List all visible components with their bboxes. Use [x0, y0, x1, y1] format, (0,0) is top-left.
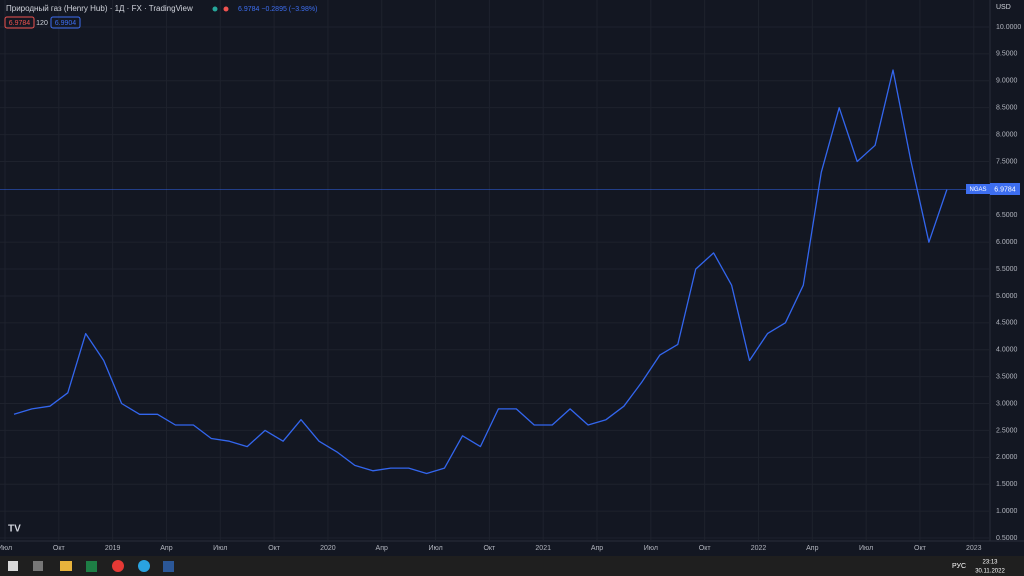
x-tick-label: Июл — [213, 545, 227, 552]
y-tick-label: 5.0000 — [996, 293, 1018, 300]
y-tick-label: 1.0000 — [996, 508, 1018, 515]
x-tick-label: Апр — [806, 545, 818, 552]
y-tick-label: 6.5000 — [996, 212, 1018, 219]
word-icon[interactable] — [163, 561, 174, 572]
sell-box[interactable] — [4, 16, 35, 29]
x-tick-label: Окт — [483, 545, 496, 552]
price-tag-text: 6.9784 — [994, 186, 1016, 193]
y-tick-label: 2.5000 — [996, 427, 1018, 434]
browser-icon[interactable] — [112, 560, 124, 572]
x-tick-label: 2019 — [105, 545, 121, 552]
y-tick-label: 8.0000 — [996, 131, 1018, 138]
clock-date[interactable]: 30.11.2022 — [975, 569, 1005, 575]
x-tick-label: Июл — [0, 545, 12, 552]
x-tick-label: Окт — [699, 545, 712, 552]
y-tick-label: 6.0000 — [996, 239, 1018, 246]
x-tick-label: Апр — [376, 545, 388, 552]
tv-logo: TV — [8, 524, 21, 535]
price-tag: NGAS 6.9784 — [966, 183, 1020, 195]
buy-price[interactable]: 6.9904 — [55, 20, 77, 27]
x-tick-label: 2023 — [966, 545, 982, 552]
symbol-title: Природный газ (Henry Hub) · 1Д · FX · Tr… — [6, 4, 193, 13]
x-tick-label: Июл — [644, 545, 658, 552]
y-tick-label: 5.5000 — [996, 266, 1018, 273]
price-change: 6.9784 −0.2895 (−3.98%) — [238, 6, 317, 13]
y-tick-label: 7.5000 — [996, 158, 1018, 165]
excel-icon[interactable] — [86, 561, 97, 572]
taskbar — [0, 556, 1024, 576]
x-tick-label: Июл — [428, 545, 442, 552]
telegram-icon[interactable] — [138, 560, 150, 572]
y-tick-label: 3.5000 — [996, 373, 1018, 380]
grid — [0, 0, 990, 541]
y-tick-label: 4.0000 — [996, 347, 1018, 354]
price-line — [13, 69, 948, 475]
y-tick-label: 8.5000 — [996, 105, 1018, 112]
spread: 120 — [36, 20, 48, 27]
task-icon[interactable] — [33, 561, 43, 571]
y-tick-label: 2.0000 — [996, 454, 1018, 461]
x-tick-label: Апр — [160, 545, 172, 552]
explorer-icon[interactable] — [60, 561, 72, 571]
y-tick-label: 0.5000 — [996, 535, 1018, 542]
clock-time[interactable]: 23:13 — [982, 560, 998, 566]
y-tick-label: 1.5000 — [996, 481, 1018, 488]
buy-box[interactable] — [50, 16, 81, 29]
x-tick-label: 2021 — [535, 545, 551, 552]
status-dot — [212, 6, 218, 12]
x-tick-label: Апр — [591, 545, 603, 552]
language[interactable]: РУС — [952, 563, 966, 570]
y-tick-label: 9.0000 — [996, 78, 1018, 85]
y-tick-label: 4.5000 — [996, 320, 1018, 327]
x-tick-label: Июл — [859, 545, 873, 552]
symbol-tag-bg — [966, 184, 990, 194]
symbol-tag: NGAS — [969, 187, 986, 193]
x-tick-label: 2022 — [751, 545, 767, 552]
x-tick-label: Окт — [268, 545, 281, 552]
x-tick-label: Окт — [53, 545, 66, 552]
y-tick-label: 3.0000 — [996, 400, 1018, 407]
x-tick-label: Окт — [914, 545, 927, 552]
currency[interactable]: USD — [996, 4, 1011, 11]
chart-bg — [0, 0, 1024, 556]
price-tag-bg — [990, 183, 1020, 195]
y-tick-label: 9.5000 — [996, 51, 1018, 58]
status-dot — [223, 6, 229, 12]
x-tick-label: 2020 — [320, 545, 336, 552]
plot — [0, 69, 990, 475]
y-tick-label: 10.0000 — [996, 24, 1021, 31]
start-button[interactable] — [8, 561, 18, 571]
sell-price[interactable]: 6.9784 — [9, 20, 31, 27]
